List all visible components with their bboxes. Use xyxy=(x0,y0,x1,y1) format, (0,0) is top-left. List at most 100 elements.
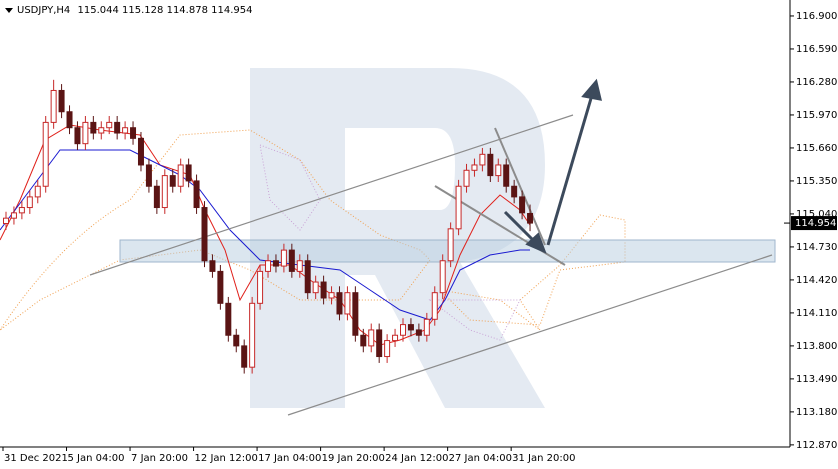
x-tick-label: 31 Dec 2021 xyxy=(4,453,68,464)
candle-body xyxy=(193,180,200,209)
candle-body xyxy=(288,249,295,272)
candle-body xyxy=(177,164,184,187)
channel-upper xyxy=(89,114,574,276)
candle-body xyxy=(241,345,248,368)
candle-body xyxy=(312,281,319,294)
price-label-box xyxy=(791,216,837,231)
x-tick-label: 19 Jan 20:00 xyxy=(322,453,385,464)
ichimoku-cloud xyxy=(0,129,626,341)
candle-body xyxy=(527,212,534,224)
y-tick-label: 116.590 xyxy=(796,44,837,55)
open-value: 115.044 xyxy=(77,5,118,16)
y-tick-label: 115.350 xyxy=(796,176,837,187)
arrow-up xyxy=(546,94,594,246)
candle-body xyxy=(296,260,303,272)
candle-body xyxy=(265,260,272,272)
candle-body xyxy=(360,334,367,347)
candle-body xyxy=(328,292,335,299)
y-tick-label: 116.280 xyxy=(796,77,837,88)
cloud-purple-right xyxy=(428,299,521,341)
candle-body xyxy=(98,127,105,134)
candle-body xyxy=(82,121,89,145)
candle-body xyxy=(415,329,422,336)
candle-body xyxy=(3,217,9,225)
cloud-purple xyxy=(259,144,321,231)
y-tick-label: 115.040 xyxy=(796,209,837,220)
candle-body xyxy=(272,260,279,267)
y-tick-label: 112.870 xyxy=(796,440,837,451)
candle-body xyxy=(137,137,144,166)
x-tick-label: 5 Jan 04:00 xyxy=(68,453,125,464)
wedge-line xyxy=(494,127,546,246)
candle-body xyxy=(431,292,438,320)
candle-body xyxy=(376,329,383,358)
candle-body xyxy=(320,281,327,299)
candle-body xyxy=(495,164,502,177)
channel-lower xyxy=(287,254,773,416)
candle-body xyxy=(257,270,264,304)
candle-body xyxy=(249,302,256,368)
x-tick-label: 17 Jan 04:00 xyxy=(258,453,321,464)
candle-body xyxy=(511,185,518,198)
candle-body xyxy=(344,292,351,315)
candles xyxy=(3,79,534,374)
header: USDJPY,H4 115.044 115.128 114.878 114.95… xyxy=(5,5,252,16)
candle-body xyxy=(114,121,121,134)
y-tick-label: 113.800 xyxy=(796,341,837,352)
arrow-head xyxy=(525,232,547,254)
candle-body xyxy=(161,175,168,209)
candle-body xyxy=(153,185,160,209)
candle-body xyxy=(392,334,399,342)
candle-body xyxy=(503,164,510,187)
close-value: 114.954 xyxy=(211,5,252,16)
low-value: 114.878 xyxy=(167,5,208,16)
candle-body xyxy=(233,334,240,347)
candle-body xyxy=(18,207,25,214)
candle-body xyxy=(50,89,57,123)
candle-body xyxy=(336,292,343,315)
x-tick-label: 24 Jan 12:00 xyxy=(385,453,448,464)
candle-body xyxy=(487,153,494,177)
candle-body xyxy=(130,127,137,139)
candle-body xyxy=(423,318,430,336)
candle-body xyxy=(66,111,73,129)
candle-body xyxy=(384,340,391,358)
watermark-stem xyxy=(250,68,345,408)
y-tick-label: 113.490 xyxy=(796,374,837,385)
candle-body xyxy=(74,127,81,145)
support-zone xyxy=(119,239,776,263)
candle-body xyxy=(185,164,192,182)
candle-body xyxy=(90,121,97,134)
arrow-down xyxy=(503,210,536,243)
watermark-bowl xyxy=(345,68,545,408)
candle-body xyxy=(58,89,65,113)
price-label: 114.954 xyxy=(795,218,836,229)
candle-body xyxy=(519,196,526,214)
x-tick-label: 31 Jan 20:00 xyxy=(512,453,575,464)
candle-body xyxy=(407,324,414,331)
candle-body xyxy=(106,121,113,129)
symbol: USDJPY,H4 xyxy=(17,5,70,16)
kijun-line xyxy=(0,149,530,321)
candle-body xyxy=(209,260,216,272)
arrow-head xyxy=(581,78,602,101)
candle-body xyxy=(455,185,462,230)
x-tick-label: 27 Jan 04:00 xyxy=(449,453,512,464)
candle-body xyxy=(225,302,232,336)
candle-body xyxy=(280,249,287,267)
x-tick-label: 12 Jan 12:00 xyxy=(195,453,258,464)
candle-body xyxy=(352,292,359,336)
candle-body xyxy=(169,175,176,187)
candle-body xyxy=(463,169,470,187)
y-tick-label: 116.900 xyxy=(796,11,837,22)
cloud-orange-right xyxy=(438,214,626,331)
candle-body xyxy=(10,212,17,219)
candle-body xyxy=(447,228,454,262)
x-tick-label: 7 Jan 20:00 xyxy=(131,453,188,464)
y-tick-label: 114.420 xyxy=(796,275,837,286)
candle-body xyxy=(42,121,49,187)
y-tick-label: 113.180 xyxy=(796,407,837,418)
y-tick-label: 114.730 xyxy=(796,242,837,253)
